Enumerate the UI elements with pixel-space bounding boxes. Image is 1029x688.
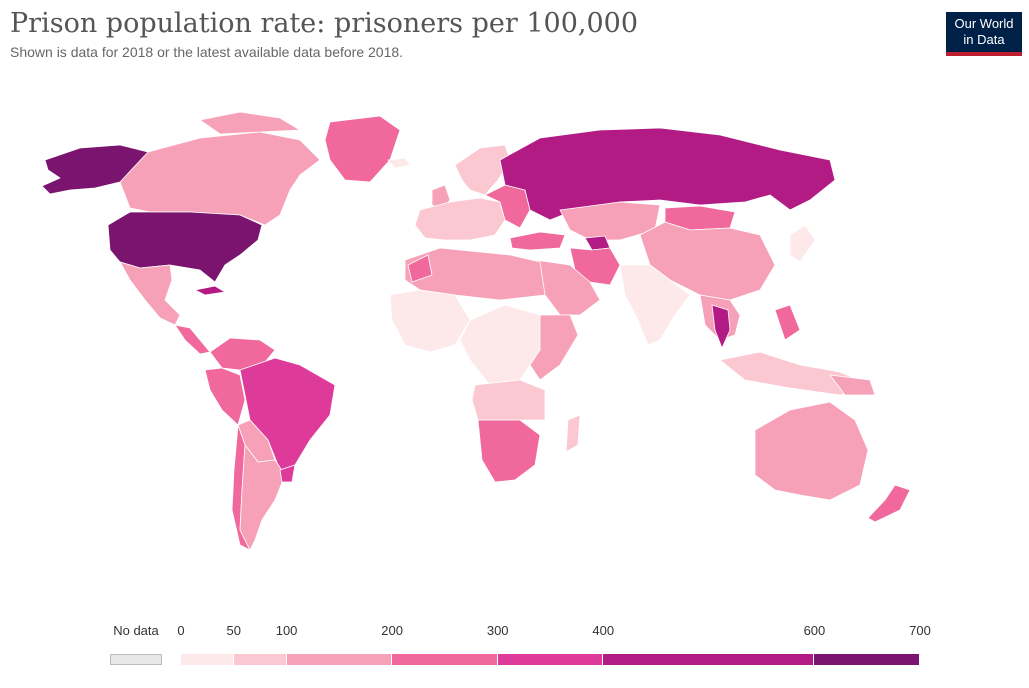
region-uruguay[interactable]	[279, 464, 296, 483]
region-thailand[interactable]	[711, 304, 731, 349]
region-greenland[interactable]	[324, 115, 401, 183]
legend-tick-label: 50	[226, 623, 242, 638]
legend-tick-label: 300	[486, 623, 509, 638]
region-central-america[interactable]	[174, 324, 211, 355]
map-legend: No data 0 50 100 200 300 400 600 700	[0, 620, 1029, 680]
region-india[interactable]	[619, 264, 691, 346]
legend-swatch-5[interactable]	[603, 654, 815, 665]
region-peru[interactable]	[204, 367, 246, 426]
legend-swatch-4[interactable]	[497, 654, 604, 665]
legend-swatch-3[interactable]	[392, 654, 498, 665]
legend-no-data-label: No data	[113, 623, 159, 638]
region-northern-south-america[interactable]	[209, 337, 276, 371]
region-south-central-africa[interactable]	[471, 379, 546, 421]
legend-no-data-swatch	[110, 654, 162, 665]
region-iceland[interactable]	[387, 157, 411, 169]
region-central-africa[interactable]	[459, 304, 541, 386]
region-north-africa[interactable]	[404, 247, 546, 301]
region-scandinavia[interactable]	[454, 144, 511, 196]
region-australia[interactable]	[754, 401, 869, 501]
region-brazil[interactable]	[239, 357, 336, 471]
region-madagascar[interactable]	[565, 414, 581, 453]
region-east-africa[interactable]	[529, 314, 579, 381]
region-new-zealand[interactable]	[867, 484, 911, 523]
logo-line-2: in Data	[963, 32, 1005, 47]
legend-tick-label: 400	[592, 623, 615, 638]
page-title: Prison population rate: prisoners per 10…	[10, 8, 639, 39]
region-morocco[interactable]	[407, 254, 433, 283]
legend-swatch-6[interactable]	[814, 654, 920, 665]
region-west-africa[interactable]	[389, 289, 471, 353]
region-argentina[interactable]	[239, 444, 286, 551]
owid-logo[interactable]: Our World in Data	[946, 12, 1022, 56]
region-canada-islands[interactable]	[199, 111, 301, 135]
region-mexico[interactable]	[119, 261, 181, 326]
region-philippines[interactable]	[774, 304, 801, 341]
region-canada[interactable]	[119, 131, 321, 226]
legend-tick-label: 100	[275, 623, 298, 638]
legend-swatch-1[interactable]	[233, 654, 287, 665]
legend-tick-label: 700	[909, 623, 931, 638]
region-papua[interactable]	[829, 374, 876, 396]
region-cuba[interactable]	[194, 285, 226, 296]
region-kazakhstan[interactable]	[559, 201, 661, 241]
logo-line-1: Our World	[954, 16, 1014, 31]
region-russia[interactable]	[499, 127, 836, 221]
region-turkey[interactable]	[509, 231, 566, 251]
world-map	[0, 90, 1029, 610]
legend-swatch-0[interactable]	[181, 654, 234, 665]
region-japan[interactable]	[789, 224, 816, 263]
world-map-svg	[41, 111, 911, 551]
region-western-europe[interactable]	[414, 197, 506, 241]
legend-swatch-2[interactable]	[286, 654, 393, 665]
legend-tick-label: 0	[177, 623, 185, 638]
region-southern-africa[interactable]	[477, 419, 541, 483]
region-turkmenistan[interactable]	[584, 235, 611, 251]
legend-tick-label: 200	[381, 623, 403, 638]
region-alaska[interactable]	[41, 144, 149, 195]
page-subtitle: Shown is data for 2018 or the latest ava…	[10, 44, 404, 60]
legend-tick-label: 600	[803, 623, 826, 638]
